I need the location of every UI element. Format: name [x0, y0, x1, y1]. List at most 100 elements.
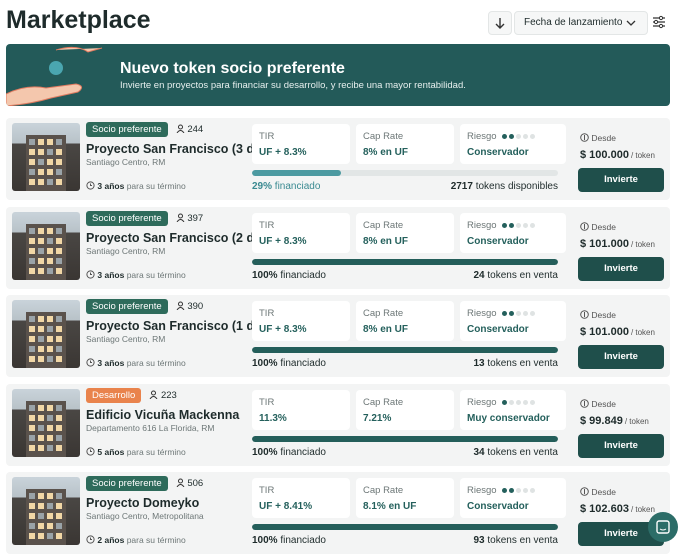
risk-dot	[508, 399, 514, 405]
risk-value: Muy conservador	[467, 412, 550, 424]
filter-button[interactable]	[651, 14, 667, 30]
investor-count: 223	[160, 389, 177, 401]
risk-label: Riesgo	[467, 219, 497, 231]
metric-box: Cap Rate 8.1% en UF	[356, 478, 454, 518]
progress-fill	[252, 258, 558, 265]
funded-label: financiado	[280, 446, 326, 458]
investors: 223	[149, 390, 177, 401]
funded-percent: 29%	[252, 181, 273, 192]
term-years: 3 años	[97, 269, 125, 280]
from-label-row: Desde	[580, 133, 616, 143]
price-row: $ 101.000/ token	[580, 234, 655, 252]
metric-value: 8% en UF	[363, 324, 409, 335]
progress-track	[252, 347, 558, 353]
metric-value: 8.1% en UF	[363, 501, 417, 512]
project-image	[12, 211, 80, 280]
progress-track	[252, 170, 558, 176]
invest-button[interactable]: Invierte	[578, 168, 664, 192]
investor-count: 390	[187, 301, 204, 312]
funded-label: financiado	[280, 269, 326, 281]
risk-label-row: Riesgo	[467, 485, 535, 496]
risk-dot	[501, 311, 507, 316]
sort-label: Fecha de lanzamiento	[524, 17, 623, 28]
metric-label: Cap Rate	[363, 396, 404, 408]
progress-fill	[252, 347, 558, 353]
project-location: Departamento 616 La Florida, RM	[86, 422, 215, 433]
risk-dot	[522, 134, 528, 139]
risk-dot	[529, 488, 535, 493]
badge-row: Desarrollo 223	[86, 387, 177, 403]
invest-button[interactable]: Invierte	[578, 256, 664, 281]
term-years: 3 años	[97, 181, 125, 191]
risk-dot	[501, 134, 507, 139]
term: 2 años para su término	[86, 535, 186, 545]
tokens-label: tokens en venta	[487, 358, 558, 369]
funded-percent: 100%	[252, 535, 278, 546]
tokens-text: 93 tokens en venta	[473, 535, 558, 546]
tokens-count: 34	[473, 446, 485, 458]
per-token: / token	[630, 151, 655, 160]
banner-subtitle: Invierte en proyectos para financiar su …	[120, 80, 466, 91]
risk-dots	[500, 131, 535, 142]
funded-text: 29% financiado	[252, 181, 320, 192]
tokens-label: tokens en venta	[487, 269, 558, 281]
funded-percent: 100%	[252, 269, 278, 281]
price: $ 100.000	[580, 149, 629, 161]
project-card: Socio preferente 397 Proyecto San Francis…	[6, 206, 670, 289]
investor-count: 397	[187, 212, 204, 224]
tokens-count: 13	[473, 358, 485, 369]
from-label-row: Desde	[580, 487, 616, 497]
chat-icon	[656, 520, 670, 534]
project-image	[12, 388, 80, 457]
risk-dots	[500, 308, 535, 319]
risk-value: Conservador	[467, 501, 529, 512]
progress-track	[252, 524, 558, 530]
risk-dot	[529, 399, 535, 405]
sort-dropdown[interactable]: Fecha de lanzamiento	[514, 11, 648, 35]
risk-dot	[515, 222, 521, 228]
building	[26, 223, 66, 280]
funded-label: financiado	[280, 358, 326, 369]
chat-button[interactable]	[648, 512, 678, 542]
project-name: Proyecto San Francisco (1 de 5)	[86, 319, 276, 333]
price-row: $ 102.603/ token	[580, 499, 655, 517]
risk-dot	[501, 488, 507, 493]
risk-box: Riesgo Conservador	[460, 301, 566, 341]
banner-illustration	[6, 46, 103, 106]
progress-track	[252, 258, 558, 265]
investors: 390	[176, 301, 204, 312]
project-card: Desarrollo 223 Edificio Vicuña Mackenna De…	[6, 383, 670, 466]
per-token: / token	[630, 328, 655, 337]
risk-dot	[508, 488, 514, 493]
project-name: Proyecto San Francisco (2 de 5)	[86, 230, 276, 245]
building	[26, 135, 66, 191]
investor-count: 244	[187, 124, 204, 135]
metric-label: Cap Rate	[363, 485, 404, 496]
metric-box: Cap Rate 8% en UF	[356, 124, 454, 164]
badge: Socio preferente	[86, 122, 168, 137]
risk-dot	[508, 311, 514, 316]
sort-direction-button[interactable]	[488, 11, 512, 35]
risk-box: Riesgo Conservador	[460, 478, 566, 518]
invest-button[interactable]: Invierte	[578, 345, 664, 369]
from-label-row: Desde	[580, 310, 616, 320]
banner: Nuevo token socio preferente Invierte en…	[6, 44, 670, 106]
project-image	[12, 123, 80, 191]
investors: 397	[176, 212, 204, 224]
building	[26, 489, 66, 545]
metric-label: Cap Rate	[363, 308, 404, 319]
risk-label-row: Riesgo	[467, 308, 535, 319]
risk-dot	[508, 222, 514, 228]
metric-value: 11.3%	[259, 412, 287, 424]
price-row: $ 99.849/ token	[580, 411, 649, 429]
risk-dot	[515, 134, 521, 139]
badge: Desarrollo	[86, 387, 142, 403]
invest-button[interactable]: Invierte	[578, 433, 664, 458]
badge-row: Socio preferente 397	[86, 210, 204, 226]
risk-dot	[529, 134, 535, 139]
badge-row: Socio preferente 390	[86, 299, 203, 314]
project-name: Edificio Vicuña Mackenna	[86, 407, 240, 422]
metric-box: TIR UF + 8.3%	[252, 212, 350, 253]
metric-box: TIR UF + 8.3%	[252, 301, 350, 341]
project-location: Santiago Centro, RM	[86, 245, 166, 256]
